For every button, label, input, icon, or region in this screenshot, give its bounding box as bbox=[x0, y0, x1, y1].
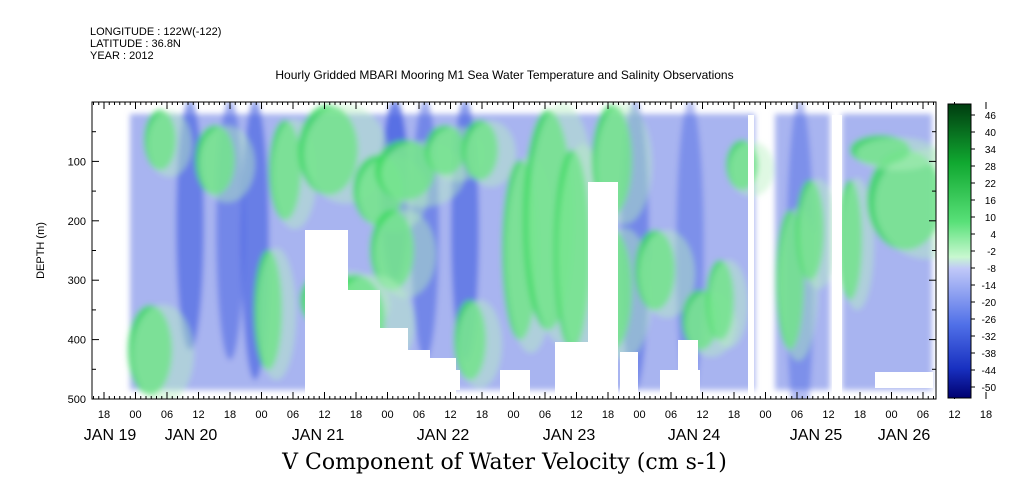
weak-positive-region bbox=[840, 178, 874, 310]
colorbar: 46 40 34 28 22 16 10 4 -2 -8 -14 -20 -26 -32 -38 -44 -50 bbox=[947, 103, 997, 399]
velocity-field bbox=[128, 102, 936, 399]
missing-data-mask bbox=[500, 370, 530, 399]
weak-positive-region bbox=[708, 260, 749, 348]
x-hour-label: 18 bbox=[602, 409, 614, 421]
colorbar-label: 28 bbox=[985, 162, 997, 173]
missing-data-mask bbox=[408, 350, 430, 399]
weak-positive-region bbox=[874, 149, 936, 259]
x-hour-label: 18 bbox=[728, 409, 740, 421]
x-hour-label: 18 bbox=[854, 409, 866, 421]
missing-data-mask bbox=[380, 328, 408, 399]
x-day-label: JAN 21 bbox=[292, 427, 345, 444]
x-hour-label: 06 bbox=[917, 409, 929, 421]
weak-positive-region bbox=[798, 179, 839, 289]
colorbar-label: -38 bbox=[982, 349, 997, 360]
weak-positive-region bbox=[465, 121, 516, 187]
x-hour-label: 06 bbox=[665, 409, 677, 421]
x-hour-label: 18 bbox=[98, 409, 110, 421]
colorbar-label: -14 bbox=[982, 281, 997, 292]
missing-data-mask bbox=[555, 342, 588, 399]
x-hour-label: 18 bbox=[476, 409, 488, 421]
x-hour-label: 00 bbox=[255, 409, 267, 421]
missing-data-mask bbox=[440, 370, 460, 390]
x-axis: 18 00 06 12 18 00 06 12 18 00 06 12 18 00 06 12 18 00 06 12… bbox=[84, 102, 992, 444]
longitude-label: LONGITUDE : 122W(-122) bbox=[90, 26, 222, 38]
x-hour-label: 12 bbox=[570, 409, 582, 421]
x-hour-label: 00 bbox=[759, 409, 771, 421]
weak-positive-region bbox=[639, 230, 695, 318]
x-hour-label: 12 bbox=[192, 409, 204, 421]
y-tick-label: 100 bbox=[68, 156, 86, 168]
missing-data-mask bbox=[832, 115, 842, 399]
weak-positive-region bbox=[256, 248, 296, 380]
colorbar-label: -50 bbox=[982, 383, 997, 394]
colorbar-ramp bbox=[947, 103, 972, 399]
colorbar-label: -32 bbox=[982, 332, 997, 343]
x-hour-label: 18 bbox=[224, 409, 236, 421]
missing-data-mask bbox=[620, 352, 638, 399]
y-axis-label: DEPTH (m) bbox=[35, 222, 47, 279]
colorbar-label: 34 bbox=[985, 145, 997, 156]
x-hour-label: 06 bbox=[161, 409, 173, 421]
x-day-label: JAN 23 bbox=[543, 427, 596, 444]
colorbar-label: -2 bbox=[987, 247, 996, 258]
x-hour-label: 06 bbox=[791, 409, 803, 421]
x-hour-label: 00 bbox=[885, 409, 897, 421]
y-tick-label: 200 bbox=[68, 216, 86, 228]
x-hour-label: 12 bbox=[822, 409, 834, 421]
chart-title: Hourly Gridded MBARI Mooring M1 Sea Wate… bbox=[275, 68, 734, 82]
weak-positive-region bbox=[374, 210, 437, 298]
x-hour-label: 12 bbox=[444, 409, 456, 421]
y-axis: 100 200 300 400 500 DEPTH (m) bbox=[35, 131, 936, 406]
missing-data-mask bbox=[348, 290, 380, 399]
x-day-label: JAN 22 bbox=[417, 427, 470, 444]
weak-positive-region bbox=[856, 137, 936, 171]
colorbar-label: -44 bbox=[982, 366, 997, 377]
latitude-label: LATITUDE : 36.8N bbox=[90, 38, 181, 50]
colorbar-label: 16 bbox=[985, 196, 997, 207]
x-day-label: JAN 24 bbox=[668, 427, 721, 444]
x-hour-label: 00 bbox=[129, 409, 141, 421]
x-day-label: JAN 20 bbox=[165, 427, 218, 444]
x-hour-label: 12 bbox=[948, 409, 960, 421]
x-hour-label: 06 bbox=[287, 409, 299, 421]
y-tick-label: 300 bbox=[68, 275, 86, 287]
x-hour-label: 12 bbox=[696, 409, 708, 421]
missing-data-mask bbox=[588, 182, 618, 399]
missing-data-mask bbox=[875, 372, 933, 388]
x-hour-label: 18 bbox=[350, 409, 362, 421]
bottom-title: V Component of Water Velocity (cm s-1) bbox=[282, 450, 727, 475]
year-label: YEAR : 2012 bbox=[90, 50, 154, 62]
x-hour-label: 00 bbox=[633, 409, 645, 421]
x-hour-label: 18 bbox=[980, 409, 992, 421]
x-day-label: JAN 25 bbox=[790, 427, 843, 444]
x-day-label: JAN 26 bbox=[878, 427, 931, 444]
weak-positive-region bbox=[147, 111, 193, 177]
colorbar-label: 10 bbox=[985, 213, 997, 224]
colorbar-label: 40 bbox=[985, 128, 997, 139]
missing-data-mask bbox=[748, 115, 754, 399]
colorbar-label: -8 bbox=[987, 264, 996, 275]
colorbar-label: 4 bbox=[990, 230, 996, 241]
colorbar-label: -26 bbox=[982, 315, 997, 326]
x-hour-label: 06 bbox=[413, 409, 425, 421]
weak-positive-region bbox=[132, 304, 194, 399]
x-hour-label: 00 bbox=[507, 409, 519, 421]
missing-data-mask bbox=[660, 370, 700, 399]
missing-data-mask bbox=[305, 230, 348, 399]
x-hour-label: 06 bbox=[539, 409, 551, 421]
colorbar-label: 46 bbox=[985, 111, 997, 122]
x-hour-label: 12 bbox=[318, 409, 330, 421]
weak-positive-region bbox=[199, 125, 255, 203]
y-tick-label: 500 bbox=[68, 394, 86, 406]
colorbar-label: 22 bbox=[985, 179, 997, 190]
y-tick-label: 400 bbox=[68, 335, 86, 347]
colorbar-label: -20 bbox=[982, 298, 997, 309]
weak-positive-region bbox=[457, 300, 502, 388]
x-day-label: JAN 19 bbox=[84, 427, 137, 444]
x-hour-label: 00 bbox=[381, 409, 393, 421]
